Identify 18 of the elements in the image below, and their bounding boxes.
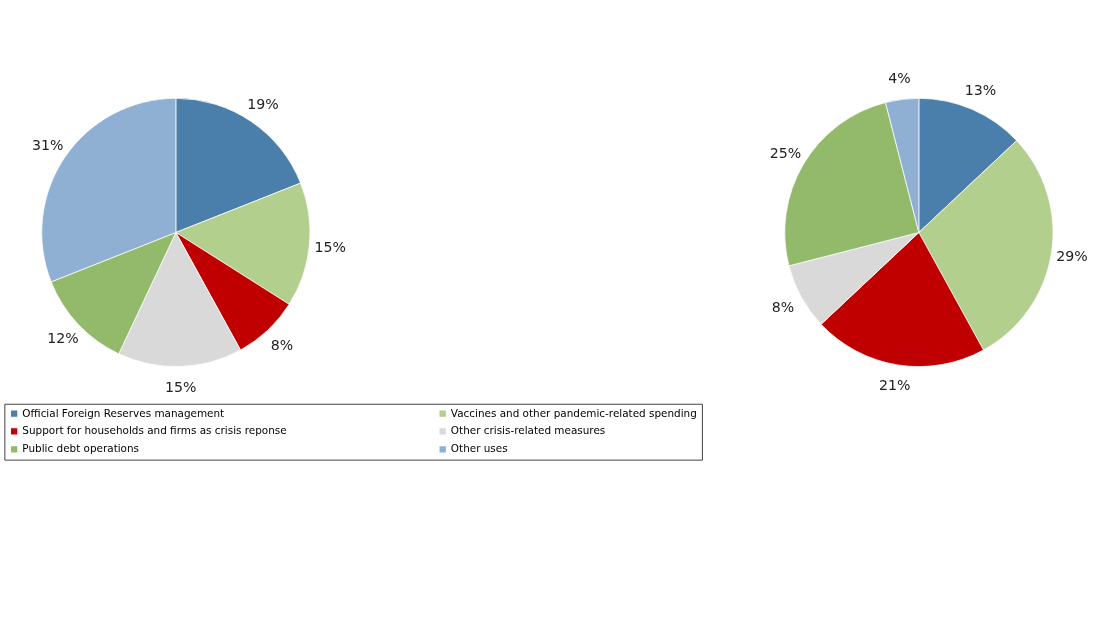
legend-label: Public debt operations <box>22 442 140 455</box>
data-label: 12% <box>47 330 79 347</box>
data-label: 8% <box>270 336 294 353</box>
legend-label: Support for households and firms as crisis reponse <box>22 424 287 437</box>
data-label: 19% <box>247 95 279 112</box>
data-label: 21% <box>878 377 911 394</box>
data-label: 31% <box>31 136 64 153</box>
data-label: 29% <box>1056 248 1088 265</box>
data-label: 15% <box>165 378 197 395</box>
data-label: 25% <box>769 145 802 162</box>
data-label: 8% <box>771 298 795 315</box>
legend-label: Vaccines and other pandemic-related spending <box>450 406 697 419</box>
legend-label: Official Foreign Reserves management <box>22 406 225 419</box>
legend-label: Other crisis-related measures <box>450 424 606 437</box>
legend-label: Other uses <box>450 442 508 455</box>
data-label: 13% <box>964 81 997 98</box>
data-label: 15% <box>314 238 346 255</box>
data-label: 4% <box>888 70 911 87</box>
